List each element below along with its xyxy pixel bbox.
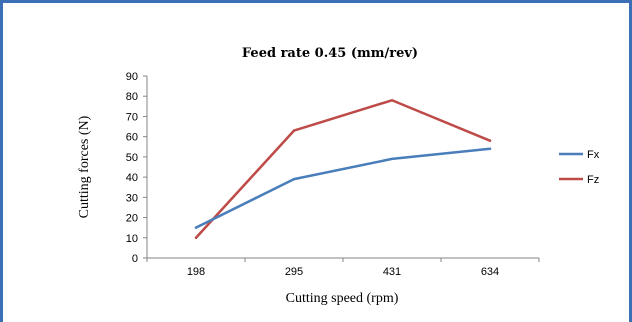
- x-axis-ticks: 198 295 431 634: [146, 258, 540, 278]
- y-axis-title: Cutting forces (N): [77, 115, 92, 218]
- chart-title: Feed rate 0.45 (mm/rev): [242, 46, 418, 61]
- x-tick-label: 198: [187, 266, 205, 278]
- series-line-fz: [194, 99, 492, 240]
- x-axis-title: Cutting speed (rpm): [286, 291, 399, 306]
- y-tick-label: 40: [126, 172, 138, 184]
- y-tick-label: 60: [126, 132, 138, 144]
- x-tick-label: 431: [383, 266, 401, 278]
- y-tick-label: 0: [132, 253, 138, 265]
- data-point-fx: [194, 226, 198, 229]
- data-point-fz: [488, 139, 492, 142]
- data-point-fz: [390, 99, 394, 102]
- data-point-fx: [488, 147, 492, 150]
- data-point-fz: [194, 236, 198, 239]
- data-point-fz: [292, 129, 296, 132]
- y-tick-label: 50: [126, 152, 138, 164]
- y-tick-label: 80: [126, 91, 138, 103]
- y-axis-ticks: 0 10 20 30 40 50 60 70 80 90: [126, 71, 147, 265]
- y-tick-label: 10: [126, 233, 138, 245]
- legend: Fx Fz: [559, 149, 600, 186]
- y-tick-label: 90: [126, 71, 138, 83]
- y-tick-label: 30: [126, 192, 138, 204]
- data-point-fx: [390, 157, 394, 161]
- y-tick-label: 20: [126, 213, 138, 225]
- x-tick-label: 634: [481, 266, 499, 278]
- series-lines: [194, 99, 492, 240]
- legend-label-fx: Fx: [587, 149, 600, 161]
- series-line-fx: [194, 147, 492, 229]
- legend-label-fz: Fz: [587, 174, 599, 186]
- data-point-fx: [292, 177, 296, 181]
- x-tick-label: 295: [285, 266, 303, 278]
- y-tick-label: 70: [126, 111, 138, 123]
